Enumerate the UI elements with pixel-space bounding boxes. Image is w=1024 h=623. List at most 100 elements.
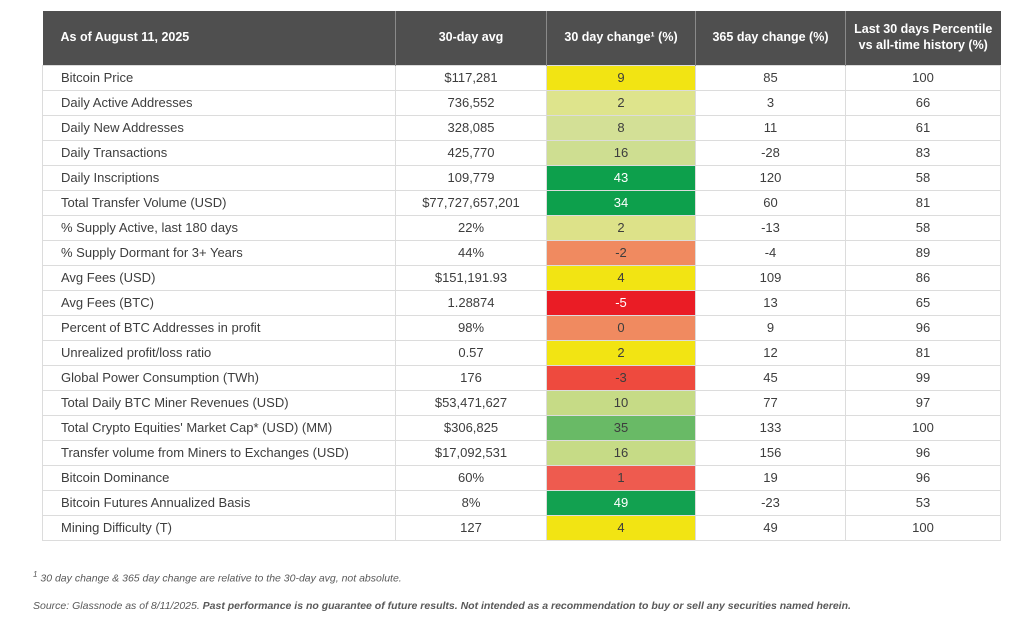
- change-30d-cell: 8: [546, 114, 696, 141]
- change-365d-value: 13: [695, 289, 846, 316]
- metric-label: Bitcoin Dominance: [42, 464, 396, 491]
- table-row: Mining Difficulty (T) 127 4 49 100: [42, 514, 1001, 541]
- percentile-value: 99: [845, 364, 1001, 391]
- avg-value: $117,281: [395, 64, 547, 91]
- change-365d-value: 109: [695, 264, 846, 291]
- footnote-source: Source: Glassnode as of 8/11/2025. Past …: [33, 600, 851, 612]
- change-30d-cell: 0: [546, 314, 696, 341]
- avg-value: 98%: [395, 314, 547, 341]
- avg-value: 736,552: [395, 89, 547, 116]
- percentile-value: 100: [845, 64, 1001, 91]
- metric-label: Daily New Addresses: [42, 114, 396, 141]
- percentile-value: 96: [845, 439, 1001, 466]
- table-body: Bitcoin Price $117,281 9 85 100 Daily Active …: [42, 64, 1001, 541]
- change-365d-value: 19: [695, 464, 846, 491]
- avg-value: 127: [395, 514, 547, 541]
- percentile-value: 58: [845, 214, 1001, 241]
- table-row: Daily Active Addresses 736,552 2 3 66: [42, 89, 1001, 116]
- metric-label: Total Crypto Equities' Market Cap* (USD)…: [42, 414, 396, 441]
- table-row: Daily Inscriptions 109,779 43 120 58: [42, 164, 1001, 191]
- table-row: Bitcoin Dominance 60% 1 19 96: [42, 464, 1001, 491]
- change-365d-value: 3: [695, 89, 846, 116]
- change-365d-value: 9: [695, 314, 846, 341]
- change-30d-cell: 2: [546, 89, 696, 116]
- percentile-value: 100: [845, 414, 1001, 441]
- metric-label: % Supply Dormant for 3+ Years: [42, 239, 396, 266]
- footnote-text: 30 day change & 365 day change are relat…: [37, 572, 402, 585]
- percentile-value: 65: [845, 289, 1001, 316]
- table-row: Bitcoin Price $117,281 9 85 100: [42, 64, 1001, 91]
- percentile-value: 81: [845, 189, 1001, 216]
- percentile-value: 97: [845, 389, 1001, 416]
- table-row: % Supply Active, last 180 days 22% 2 -13 58: [42, 214, 1001, 241]
- change-30d-cell: -2: [546, 239, 696, 266]
- table-header: As of August 11, 2025 30-day avg 30 day …: [42, 11, 1001, 65]
- change-30d-cell: 43: [546, 164, 696, 191]
- change-365d-value: 60: [695, 189, 846, 216]
- metric-label: Mining Difficulty (T): [42, 514, 396, 541]
- footnote-relative-change: 1 30 day change & 365 day change are rel…: [33, 570, 402, 585]
- table-row: Bitcoin Futures Annualized Basis 8% 49 -23 5…: [42, 489, 1001, 516]
- change-365d-value: -13: [695, 214, 846, 241]
- table-row: Transfer volume from Miners to Exchanges…: [42, 439, 1001, 466]
- change-365d-value: 11: [695, 114, 846, 141]
- header-as-of-date: As of August 11, 2025: [42, 11, 396, 65]
- change-365d-value: 49: [695, 514, 846, 541]
- table-row: Global Power Consumption (TWh) 176 -3 45 99: [42, 364, 1001, 391]
- avg-value: $77,727,657,201: [395, 189, 547, 216]
- metric-label: Global Power Consumption (TWh): [42, 364, 396, 391]
- change-30d-cell: 2: [546, 339, 696, 366]
- table-row: Total Crypto Equities' Market Cap* (USD)…: [42, 414, 1001, 441]
- change-30d-cell: 4: [546, 264, 696, 291]
- change-30d-cell: -3: [546, 364, 696, 391]
- change-30d-cell: 2: [546, 214, 696, 241]
- change-30d-cell: 1: [546, 464, 696, 491]
- change-365d-value: 120: [695, 164, 846, 191]
- percentile-value: 86: [845, 264, 1001, 291]
- percentile-value: 96: [845, 314, 1001, 341]
- avg-value: 176: [395, 364, 547, 391]
- change-365d-value: 85: [695, 64, 846, 91]
- metric-label: Transfer volume from Miners to Exchanges…: [42, 439, 396, 466]
- table-row: Avg Fees (USD) $151,191.93 4 109 86: [42, 264, 1001, 291]
- percentile-value: 53: [845, 489, 1001, 516]
- table-row: Avg Fees (BTC) 1.28874 -5 13 65: [42, 289, 1001, 316]
- change-30d-cell: 49: [546, 489, 696, 516]
- avg-value: $17,092,531: [395, 439, 547, 466]
- change-365d-value: -4: [695, 239, 846, 266]
- change-365d-value: -23: [695, 489, 846, 516]
- table-row: Percent of BTC Addresses in profit 98% 0 9 9…: [42, 314, 1001, 341]
- metric-label: Daily Active Addresses: [42, 89, 396, 116]
- change-365d-value: -28: [695, 139, 846, 166]
- metric-label: Percent of BTC Addresses in profit: [42, 314, 396, 341]
- avg-value: 0.57: [395, 339, 547, 366]
- percentile-value: 61: [845, 114, 1001, 141]
- change-30d-cell: 9: [546, 64, 696, 91]
- avg-value: $53,471,627: [395, 389, 547, 416]
- table-row: Total Transfer Volume (USD) $77,727,657,2…: [42, 189, 1001, 216]
- header-30day-change: 30 day change¹ (%): [546, 11, 696, 65]
- header-row: As of August 11, 2025 30-day avg 30 day …: [42, 11, 1001, 65]
- avg-value: 8%: [395, 489, 547, 516]
- avg-value: 1.28874: [395, 289, 547, 316]
- change-30d-cell: 16: [546, 139, 696, 166]
- change-30d-cell: 4: [546, 514, 696, 541]
- metric-label: % Supply Active, last 180 days: [42, 214, 396, 241]
- percentile-value: 81: [845, 339, 1001, 366]
- percentile-value: 100: [845, 514, 1001, 541]
- percentile-value: 58: [845, 164, 1001, 191]
- change-365d-value: 77: [695, 389, 846, 416]
- table-row: Unrealized profit/loss ratio 0.57 2 12 81: [42, 339, 1001, 366]
- metric-label: Bitcoin Price: [42, 64, 396, 91]
- change-365d-value: 156: [695, 439, 846, 466]
- disclaimer-text: Past performance is no guarantee of futu…: [202, 600, 851, 612]
- change-30d-cell: 35: [546, 414, 696, 441]
- table-row: Daily New Addresses 328,085 8 11 61: [42, 114, 1001, 141]
- footnote-superscript: 1: [33, 570, 38, 579]
- table-row: Total Daily BTC Miner Revenues (USD) $53,…: [42, 389, 1001, 416]
- change-30d-cell: 16: [546, 439, 696, 466]
- metric-label: Avg Fees (USD): [42, 264, 396, 291]
- header-365day-change: 365 day change (%): [695, 11, 846, 65]
- metric-label: Unrealized profit/loss ratio: [42, 339, 396, 366]
